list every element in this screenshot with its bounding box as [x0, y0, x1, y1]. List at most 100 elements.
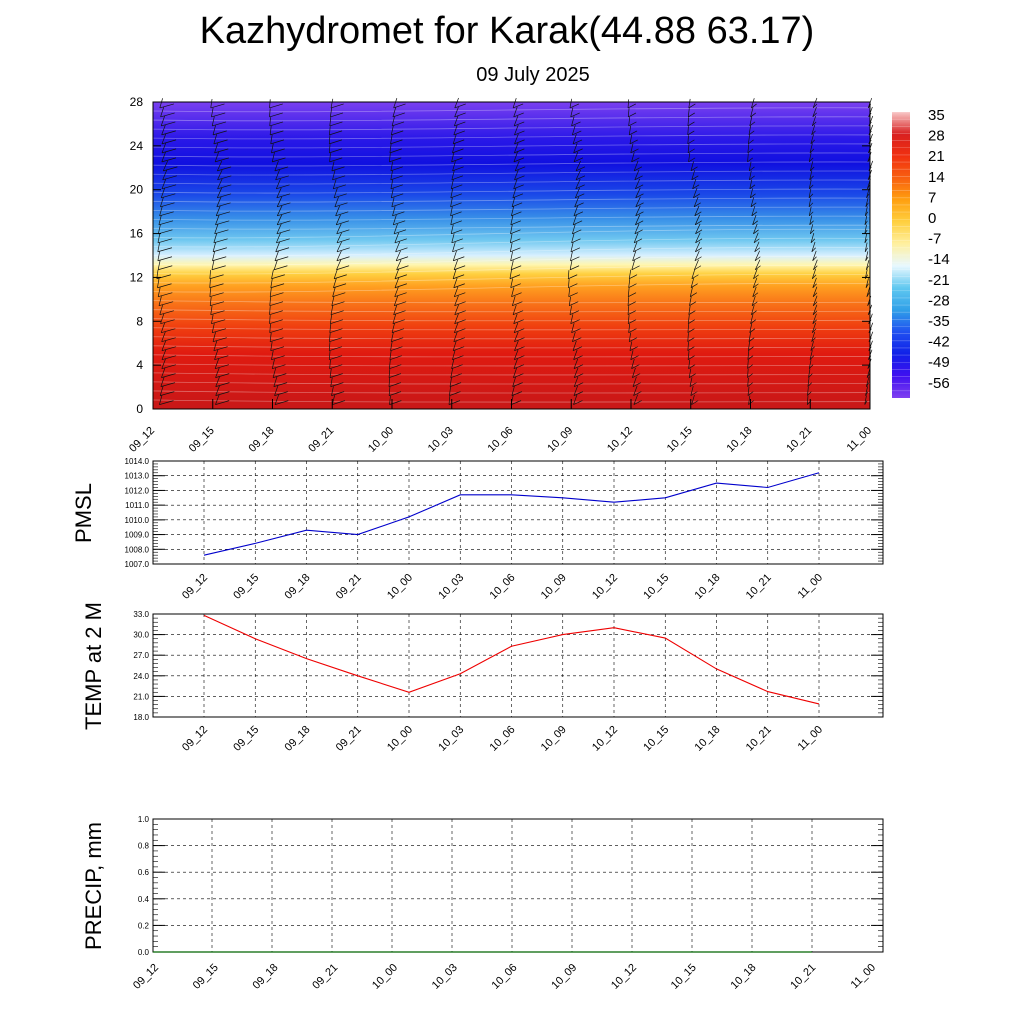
wind-barb	[514, 121, 525, 127]
wind-barb-shaft	[331, 161, 335, 171]
wind-barb-shaft	[635, 187, 641, 198]
wind-barb-shaft	[627, 297, 630, 306]
wind-barb-shaft	[390, 134, 393, 144]
wind-barb	[510, 283, 521, 289]
x-tick-label: 10_03	[436, 572, 466, 602]
wind-barb-shaft	[214, 358, 220, 369]
wind-barb	[688, 112, 695, 118]
wind-barb	[514, 175, 525, 181]
wind-barb	[633, 166, 643, 172]
wind-barb-shaft	[812, 250, 817, 261]
wind-barb-shaft	[215, 205, 221, 216]
wind-barb-shaft	[689, 287, 693, 297]
wind-barb-shaft	[157, 278, 160, 288]
wind-barb	[213, 139, 228, 145]
wind-barb	[393, 229, 407, 235]
wind-barb-shaft	[864, 206, 868, 216]
y-tick-label: 1013.0	[125, 472, 150, 481]
wind-barb-shaft	[451, 152, 455, 162]
wind-barb-shaft	[512, 187, 517, 198]
y-tick-label: 1007.0	[125, 560, 150, 569]
wind-barb-shaft	[687, 342, 689, 351]
wind-barb	[634, 229, 643, 235]
wind-barb	[514, 139, 525, 145]
wind-barb-shaft	[754, 241, 760, 252]
wind-barb	[687, 346, 695, 351]
x-tick-label: 11_00	[796, 572, 826, 602]
wind-barb	[629, 337, 638, 342]
wind-barb	[275, 247, 290, 253]
wind-barb	[453, 130, 465, 136]
plot-frame	[152, 613, 884, 718]
wind-barb	[809, 148, 815, 154]
wind-barb	[812, 274, 817, 279]
wind-barb	[274, 265, 288, 271]
x-tick-label: 10_18	[725, 425, 755, 455]
wind-barb	[391, 328, 405, 334]
wind-barb	[812, 292, 818, 297]
wind-barb-shaft	[747, 377, 749, 387]
wind-barb	[747, 364, 754, 369]
wind-barb-shaft	[162, 160, 168, 171]
wind-barb	[215, 157, 229, 163]
wind-barb	[748, 400, 754, 405]
wind-barb-shaft	[628, 323, 631, 333]
wind-barb-shaft	[329, 368, 332, 378]
wind-barb-shaft	[567, 270, 570, 279]
isoline	[152, 197, 871, 203]
wind-barb	[750, 202, 757, 208]
x-tick-label: 10_21	[744, 724, 774, 754]
wind-barb	[628, 121, 637, 127]
wind-barb	[568, 283, 578, 289]
wind-barb	[510, 247, 521, 253]
wind-barb-shaft	[571, 323, 575, 333]
wind-barb-shaft	[573, 349, 578, 360]
x-tick-label: 10_12	[605, 425, 635, 455]
x-tick-label: 10_18	[693, 572, 723, 602]
wind-barb	[454, 328, 466, 334]
wind-barb-shaft	[269, 324, 271, 333]
y-axis-label: TEMP at 2 M	[81, 602, 106, 730]
wind-barb	[453, 256, 465, 262]
wind-barb-shaft	[449, 386, 451, 396]
wind-barb	[453, 346, 465, 351]
wind-barb-shaft	[450, 215, 454, 225]
isoline	[152, 206, 871, 212]
wind-barb	[569, 301, 579, 307]
wind-barb-shaft	[453, 259, 458, 270]
wind-barb-shaft	[810, 134, 814, 144]
wind-barb	[156, 274, 172, 280]
wind-barb	[390, 139, 403, 145]
wind-barb-shaft	[395, 241, 401, 252]
x-tick-label: 09_21	[306, 425, 336, 455]
wind-barb-shaft	[628, 332, 632, 342]
wind-barb	[513, 373, 524, 378]
wind-barb-shaft	[513, 367, 518, 378]
wind-barb	[808, 364, 814, 369]
isoline	[152, 143, 871, 149]
wind-barb	[158, 301, 174, 307]
wind-barb	[336, 256, 350, 262]
wind-barb-shaft	[694, 250, 700, 261]
wind-barb	[450, 211, 462, 217]
wind-barb-shaft	[687, 126, 689, 135]
wind-barb	[570, 319, 580, 325]
x-tick-label: 11_00	[796, 724, 826, 754]
chart-title: Kazhydromet for Karak(44.88 63.17)	[199, 10, 815, 52]
wind-barb	[334, 202, 348, 208]
wind-barb	[687, 148, 695, 154]
wind-barb	[571, 121, 581, 127]
wind-barb-shaft	[812, 97, 818, 109]
wind-barb-shaft	[274, 394, 279, 405]
wind-barb	[752, 283, 759, 289]
wind-barb-shaft	[393, 304, 398, 315]
wind-barb	[157, 256, 173, 262]
wind-barb-shaft	[808, 152, 812, 162]
wind-barb	[158, 220, 174, 226]
wind-barb-shaft	[451, 170, 455, 180]
wind-barb-shaft	[571, 233, 575, 243]
wind-barb	[695, 220, 702, 226]
wind-barb	[329, 139, 342, 145]
isoline	[152, 246, 871, 257]
